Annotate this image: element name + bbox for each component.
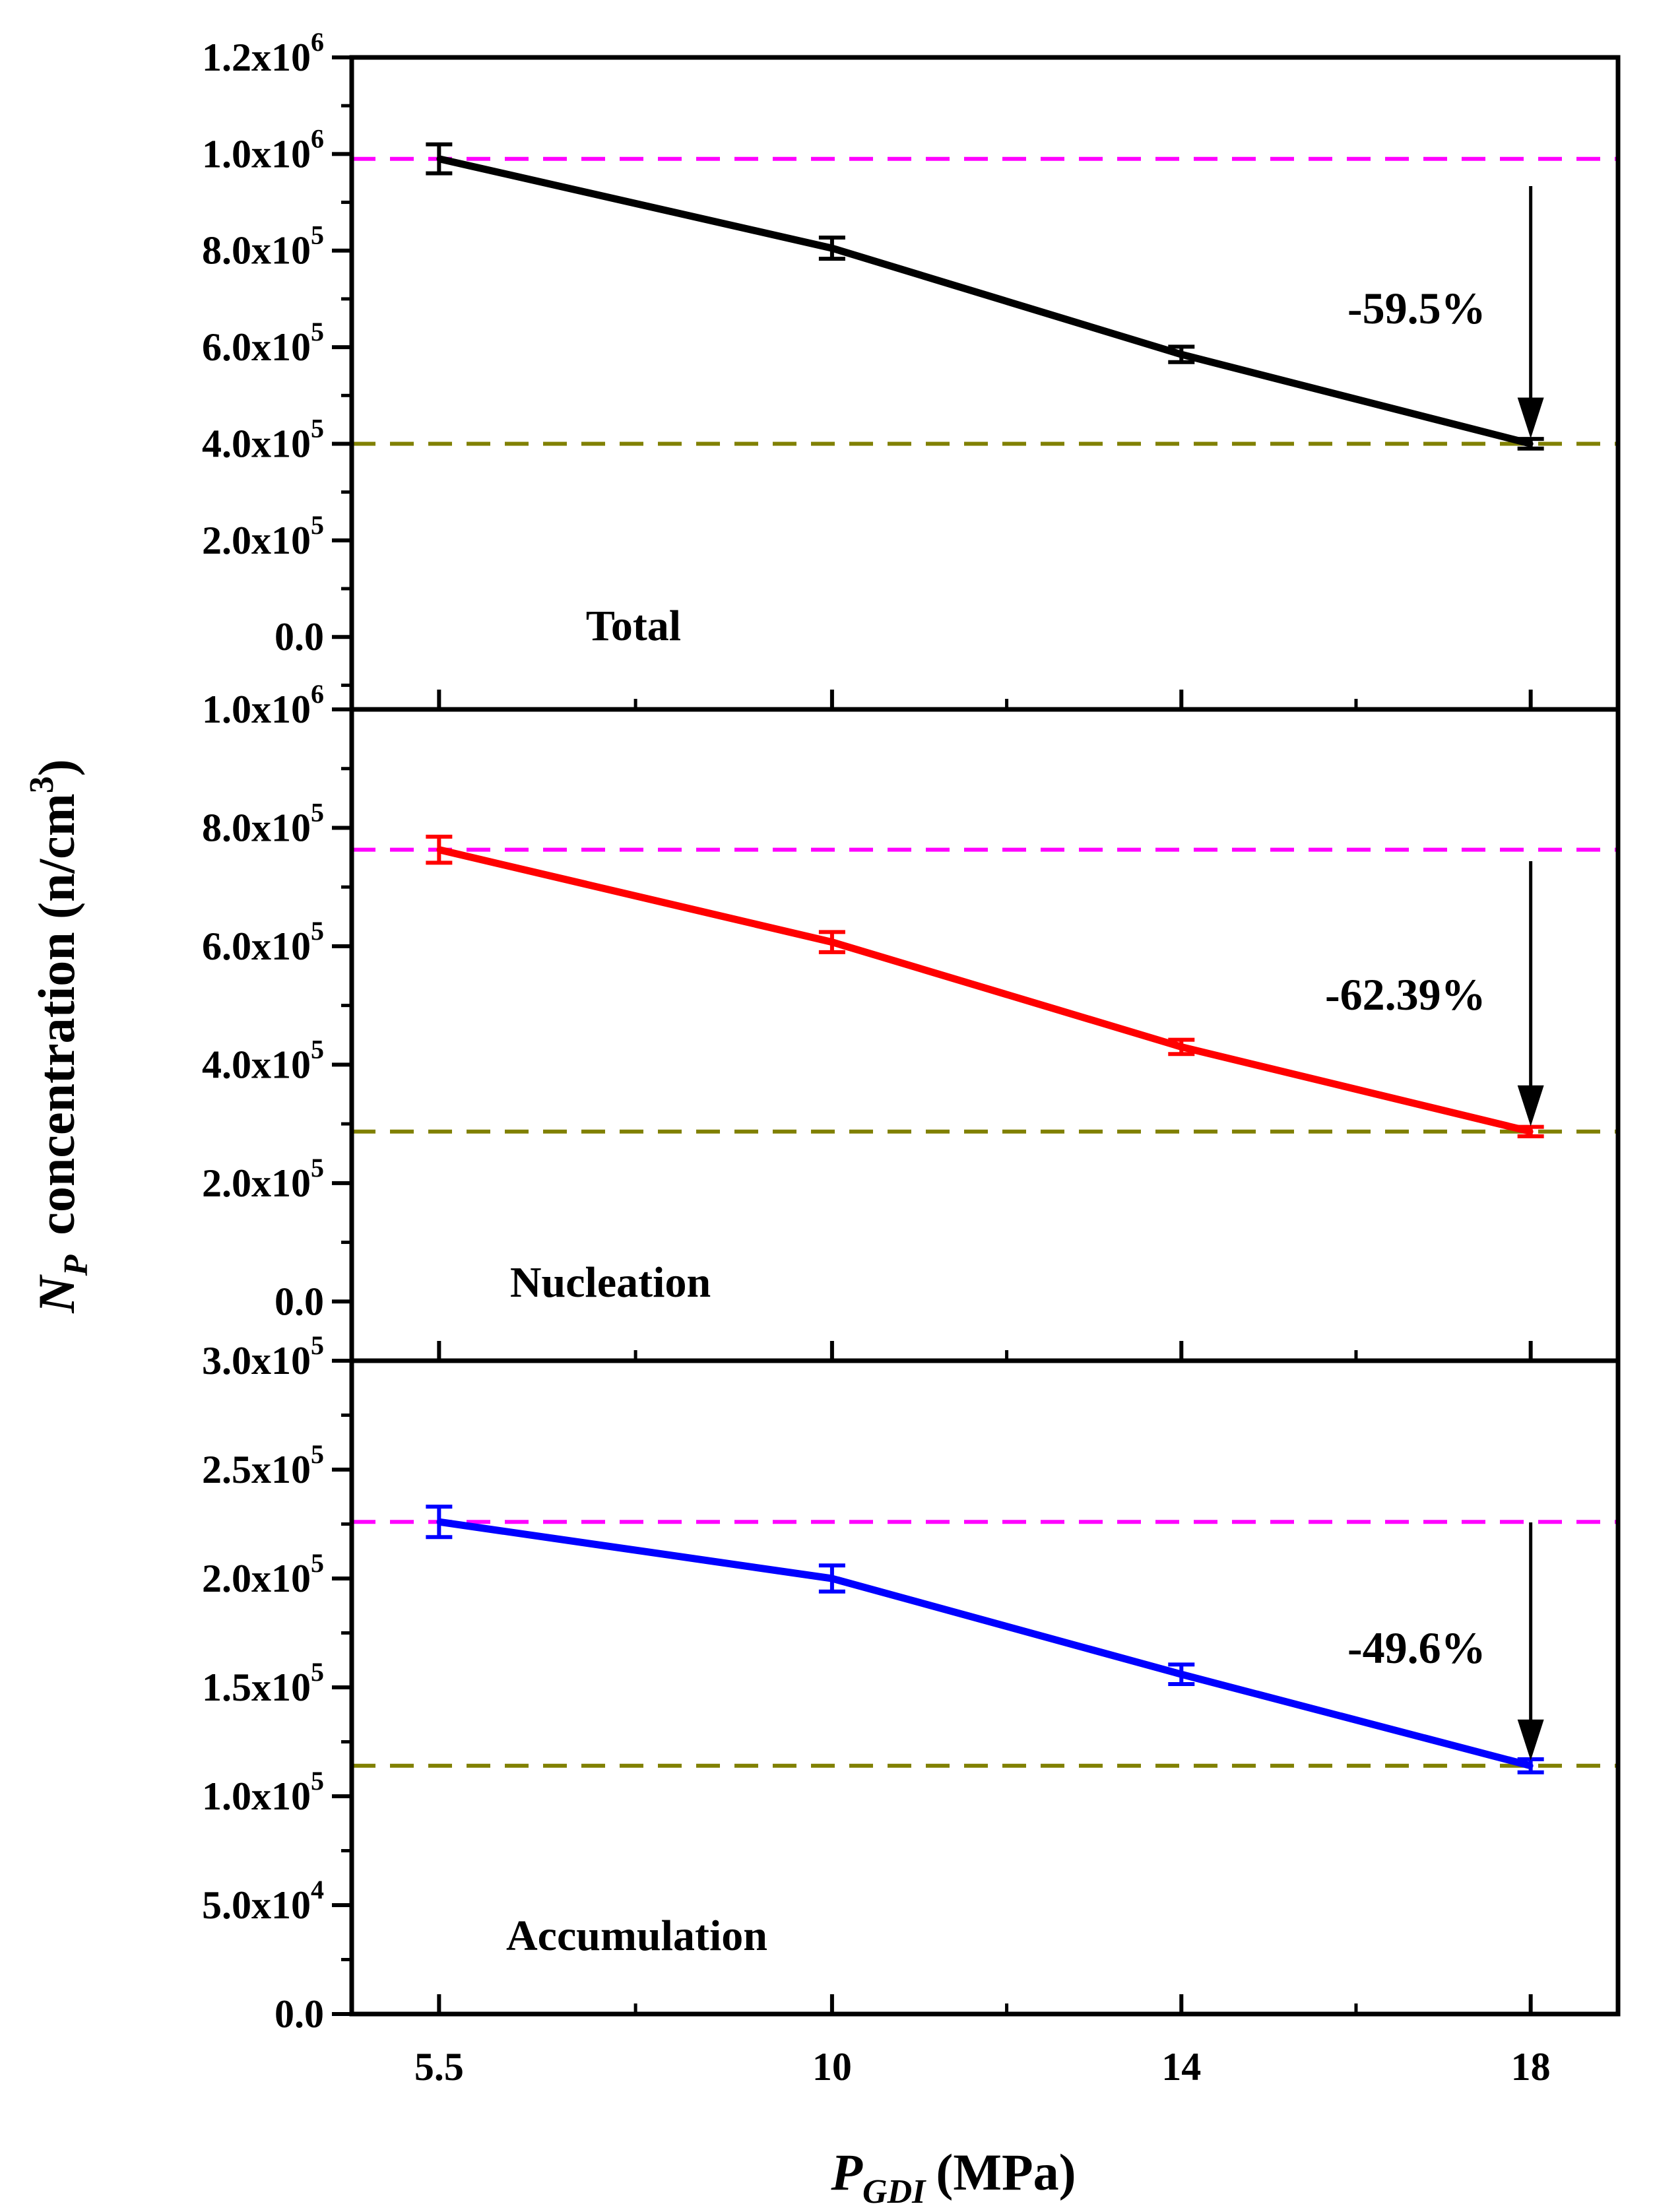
x-axis-subscript: GDI <box>862 2173 926 2211</box>
data-point <box>1528 1128 1534 1134</box>
y-tick-label: 2.0x105 <box>202 1548 324 1600</box>
error-bar <box>426 1505 453 1540</box>
arrow-head-icon <box>1517 397 1544 439</box>
series-line <box>438 155 1532 447</box>
y-tick-label: 8.0x105 <box>202 797 324 849</box>
y-tick-label: 1.0x105 <box>202 1766 324 1818</box>
y-tick-label: 2.5x105 <box>202 1439 324 1491</box>
data-point <box>829 939 835 945</box>
series-line <box>438 1518 1532 1770</box>
panel-nucleation: 1.0x106 8.0x105 6.0x105 4.0x105 2.0x105 0.0 -6… <box>202 679 1621 1363</box>
panel-label: Nucleation <box>510 1258 711 1307</box>
x-tick-label: 18 <box>1511 2045 1551 2089</box>
arrow-head-icon <box>1517 1085 1544 1126</box>
error-bar <box>818 1563 845 1594</box>
data-point <box>829 1576 835 1581</box>
y-axis-title: NPconcentration (n/cm3) <box>23 759 95 1313</box>
y-tick-label: 2.0x105 <box>202 510 324 562</box>
data-point <box>1528 1763 1534 1769</box>
percent-annotation: -59.5% <box>1347 283 1486 333</box>
x-tick-label: 10 <box>812 2045 852 2089</box>
y-axis-superscript: 3 <box>23 776 61 793</box>
data-point <box>436 156 442 162</box>
y-axis-close: ) <box>28 759 85 776</box>
panel-total: 1.2x106 1.0x106 8.0x105 6.0x105 4.0x105 2.0x1… <box>202 27 1621 712</box>
x-axis-symbol: P <box>830 2143 863 2201</box>
error-bar <box>1168 1037 1195 1057</box>
percent-annotation: -49.6% <box>1347 1623 1486 1673</box>
data-point <box>1179 1044 1184 1050</box>
error-bar <box>1168 344 1195 364</box>
y-tick-label: 1.5x105 <box>202 1657 324 1709</box>
data-point <box>1179 352 1184 358</box>
error-bar <box>426 834 453 865</box>
y-axis-symbol: N <box>28 1274 85 1314</box>
y-tick-label: 0.0 <box>275 615 324 659</box>
y-axis-subscript: P <box>57 1254 95 1276</box>
y-tick-label: 6.0x105 <box>202 317 324 369</box>
data-point <box>436 847 442 853</box>
data-point <box>829 245 835 251</box>
panel-label: Accumulation <box>506 1912 767 1960</box>
arrow-head-icon <box>1517 1719 1544 1761</box>
data-point <box>1179 1672 1184 1677</box>
error-bar <box>1168 1662 1195 1687</box>
y-tick-label: 3.0x105 <box>202 1330 324 1382</box>
panel-label: Total <box>586 602 681 650</box>
data-point <box>436 1519 442 1525</box>
y-tick-label: 1.0x106 <box>202 679 324 731</box>
y-tick-label: 0.0 <box>275 1280 324 1323</box>
y-tick-label: 0.0 <box>275 1992 324 2036</box>
panel-accumulation: 3.0x105 2.5x105 2.0x105 1.5x105 1.0x105 5.0x1… <box>202 1330 1621 2036</box>
panel-frame <box>349 55 1621 712</box>
error-bar <box>818 235 845 261</box>
error-bar <box>818 930 845 954</box>
y-tick-label: 1.0x106 <box>202 123 324 176</box>
y-tick-label: 2.0x105 <box>202 1153 324 1205</box>
y-tick-label: 1.2x106 <box>202 27 324 79</box>
y-tick-label: 6.0x105 <box>202 916 324 968</box>
error-bar <box>426 142 453 176</box>
data-point <box>1528 441 1534 447</box>
x-axis-title: PGDI (MPa) <box>830 2143 1076 2211</box>
x-axis-unit: (MPa) <box>936 2143 1076 2201</box>
y-tick-label: 8.0x105 <box>202 220 324 273</box>
y-tick-label: 4.0x105 <box>202 413 324 465</box>
y-axis-text: concentration (n/cm <box>28 793 85 1235</box>
y-tick-label: 4.0x105 <box>202 1034 324 1086</box>
series-line <box>438 846 1532 1136</box>
x-tick-label: 5.5 <box>414 2045 464 2089</box>
error-bar <box>1517 437 1544 451</box>
x-tick-label: 14 <box>1161 2045 1201 2089</box>
y-tick-label: 5.0x104 <box>202 1875 324 1927</box>
panels-group: 1.2x106 1.0x106 8.0x105 6.0x105 4.0x105 2.0x1… <box>202 27 1621 2089</box>
error-bar <box>1517 1124 1544 1138</box>
percent-annotation: -62.39% <box>1325 969 1486 1020</box>
panel-frame <box>349 1358 1621 2017</box>
